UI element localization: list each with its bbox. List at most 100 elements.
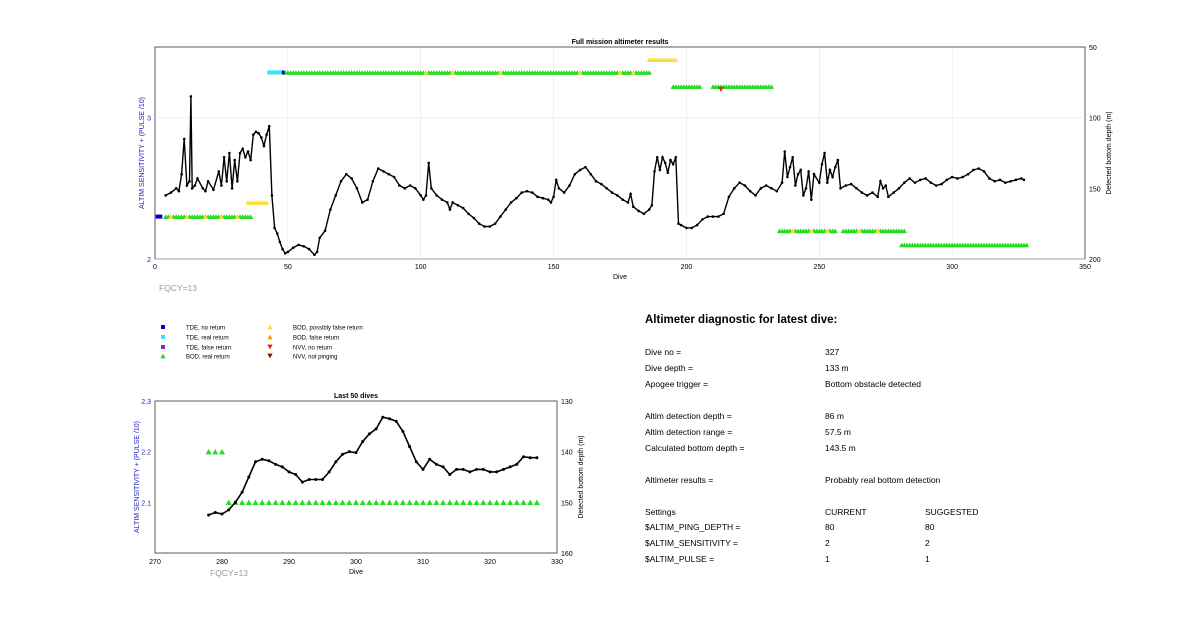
main-depth-point [230,187,234,190]
main-depth-point [823,151,826,155]
main-depth-point [456,203,460,207]
small-bod-marker [386,499,393,506]
small-bod-marker [353,499,359,506]
small-depth-line [207,415,539,517]
diag-row-ping-depth: $ALTIM_PING_DEPTH = 80 80 [645,522,1145,536]
small-bod-marker [413,499,420,506]
main-depth-point [783,150,787,153]
small-depth-point [394,419,398,423]
small-depth-point [468,470,472,474]
main-depth-point [934,184,938,187]
main-depth-point [424,194,428,197]
main-depth-point [360,201,364,204]
small-depth-point [247,475,251,479]
main-depth-point [804,187,808,190]
main-depth-point [799,168,802,172]
main-depth-point [270,194,274,197]
small-bod-marker [326,499,333,506]
small-bod-marker [212,448,219,455]
dive-no-value: 327 [825,347,840,357]
small-depth-point [213,510,217,514]
main-y-right-tick-label: 50 [1089,45,1097,52]
main-bod-marker [768,84,775,89]
legend: TDE, no return TDE, real return TDE, false… [160,324,363,361]
main-x-tick-label: 100 [415,264,427,271]
main-depth-point [212,188,215,192]
main-x-tick-label: 200 [681,264,693,271]
main-depth-point [791,155,795,159]
main-depth-point [536,195,539,199]
main-depth-point [685,226,688,230]
main-x-tick-label: 350 [1079,264,1091,271]
detection-depth-label: Altim detection depth = [645,411,732,421]
small-depth-point [240,490,244,494]
main-possibly-false-marker [824,228,830,234]
small-bod-marker [393,499,400,506]
main-depth-point [817,181,821,184]
main-nvv-marker [718,86,724,92]
main-depth-point [594,179,598,183]
main-depth-point [610,191,614,194]
small-bod-marker [446,499,453,506]
main-depth-point [1019,177,1023,180]
main-depth-point [334,194,337,197]
diag-row-apogee: Apogee trigger = Bottom obstacle detecte… [645,379,1145,393]
small-bod-marker [225,499,232,506]
small-bod-marker [500,499,507,506]
main-depth-point [355,187,359,190]
small-fqcy-label: FQCY=13 [210,568,248,578]
main-depth-point [642,212,646,216]
main-depth-point [236,179,239,183]
small-bod-marker [312,499,319,506]
main-depth-point [881,187,885,190]
small-bod-marker [406,499,413,506]
main-depth-point [844,184,848,187]
main-depth-point [318,236,322,240]
main-depth-point [430,187,433,190]
main-grid [155,47,1085,260]
small-bod-marker [359,499,366,506]
dive-no-label: Dive no = [645,347,682,357]
main-depth-point [525,189,529,193]
sensitivity-current: 2 [825,538,830,548]
main-depth-point [222,155,226,159]
main-depth-point [820,163,824,166]
main-depth-point [278,240,282,244]
main-depth-point [541,196,545,200]
main-depth-point [788,165,792,169]
small-bod-marker [473,499,480,506]
small-x-tick-label: 310 [417,559,429,566]
small-bod-marker [533,499,540,506]
small-depth-point [321,478,324,482]
main-depth-point [254,130,258,134]
main-possibly-false-marker [497,70,504,75]
main-depth-point [262,144,266,148]
small-bod-marker [460,499,467,506]
small-bod-marker [299,499,306,506]
main-depth-point [626,201,630,204]
main-depth-point [180,172,183,176]
small-depth-point [374,427,378,431]
small-depth-point [307,478,311,482]
small-depth-point [347,450,351,454]
main-depth-point [1014,178,1018,182]
main-depth-point [770,187,773,190]
small-depth-point [508,465,512,469]
main-depth-point [557,187,561,190]
main-depth-point [488,225,492,228]
main-x-tick-label: 50 [284,264,292,271]
small-chart: Last 50 dives Dive ALTIM SENSITIVITY + (… [134,393,585,578]
dive-depth-value: 133 m [825,363,849,373]
small-bod-marker [339,499,346,506]
main-depth-point [855,187,858,190]
main-depth-point [589,172,593,176]
main-depth-point [267,124,271,128]
small-depth-point [448,472,452,476]
diag-row-dive-depth: Dive depth = 133 m [645,363,1145,377]
small-depth-point [481,467,485,471]
main-depth-point [966,172,970,176]
small-bod-marker [426,499,433,506]
small-plot-area [154,400,558,554]
main-depth-point [860,191,864,194]
